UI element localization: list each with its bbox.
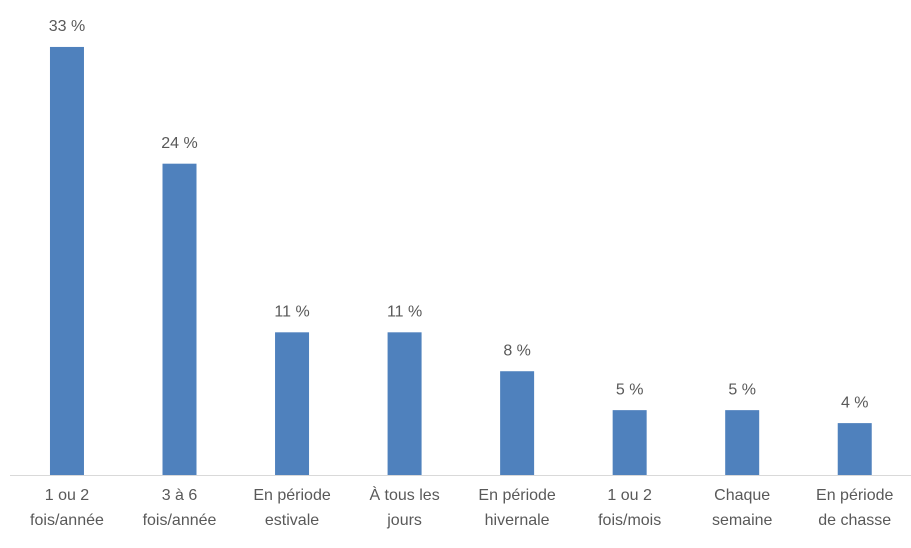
x-tick-label: 3 à 6 [162, 487, 198, 504]
value-label: 5 % [728, 381, 756, 398]
value-label: 4 % [841, 394, 869, 411]
bar [500, 371, 535, 475]
x-tick-label: de chasse [818, 512, 891, 529]
bar [837, 423, 872, 475]
value-label: 33 % [49, 18, 85, 35]
x-tick-label: À tous les [369, 485, 439, 504]
bar [162, 163, 197, 475]
x-tick-label: fois/année [30, 512, 104, 529]
bar [725, 410, 760, 475]
x-tick-label: fois/année [143, 512, 217, 529]
bar [275, 332, 310, 475]
x-tick-label: jours [386, 512, 422, 529]
value-label: 11 % [274, 304, 309, 321]
value-label: 8 % [503, 342, 531, 359]
x-tick-label: 1 ou 2 [45, 487, 90, 504]
bar [49, 46, 84, 475]
value-label: 11 % [387, 304, 422, 321]
x-tick-label: fois/mois [598, 512, 661, 529]
x-tick-label: En période [816, 487, 893, 504]
x-tick-label: 1 ou 2 [607, 487, 652, 504]
x-tick-label: semaine [712, 512, 773, 529]
bar [612, 410, 647, 475]
x-tick-label: En période [253, 487, 330, 504]
x-tick-label: En période [478, 487, 555, 504]
value-label: 24 % [161, 135, 197, 152]
value-label: 5 % [616, 381, 644, 398]
x-tick-label: hivernale [485, 512, 550, 529]
x-tick-label: estivale [265, 512, 319, 529]
bar [387, 332, 422, 475]
x-tick-label: Chaque [714, 487, 770, 504]
